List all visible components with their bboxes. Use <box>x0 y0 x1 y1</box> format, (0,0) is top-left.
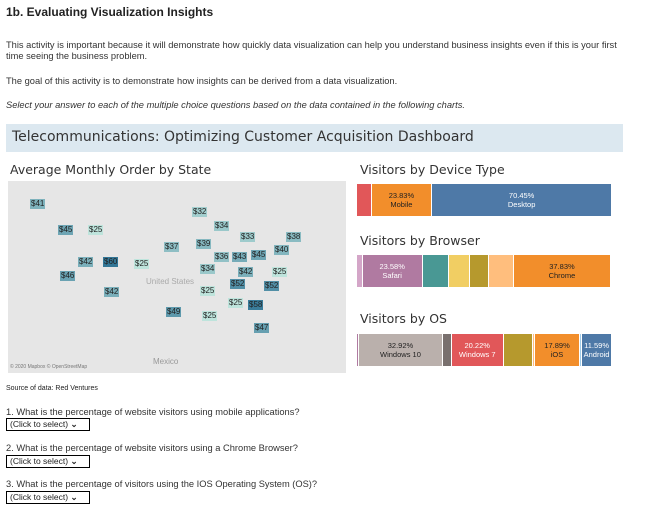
segment-name: Windows 7 <box>458 350 496 359</box>
state-value-label[interactable]: $42 <box>104 287 120 297</box>
browser-title: Visitors by Browser <box>360 233 480 248</box>
state-value-label[interactable]: $49 <box>166 307 182 317</box>
state-value-label[interactable]: $47 <box>254 323 270 333</box>
segment-value: 32.92% <box>387 341 414 350</box>
bar-segment[interactable] <box>503 334 534 366</box>
bar-segment[interactable] <box>357 184 372 216</box>
segment-name: Android <box>583 350 610 359</box>
bar-segment[interactable] <box>470 255 489 287</box>
chevron-down-icon: ⌄ <box>70 456 78 466</box>
state-value-label[interactable]: $39 <box>196 239 212 249</box>
question-1: 1. What is the percentage of website vis… <box>6 407 300 417</box>
state-value-label[interactable]: $37 <box>164 242 180 252</box>
state-value-label[interactable]: $25 <box>272 267 288 277</box>
map-attribution: © 2020 Mapbox © OpenStreetMap <box>10 364 88 370</box>
question-3: 3. What is the percentage of visitors us… <box>6 479 318 489</box>
select-value: (Click to select) <box>10 456 69 466</box>
bar-segment[interactable] <box>449 255 471 287</box>
device-title: Visitors by Device Type <box>360 162 505 177</box>
bar-segment[interactable]: 20.22% Windows 7 <box>451 334 504 366</box>
state-value-label[interactable]: $41 <box>30 199 46 209</box>
os-title: Visitors by OS <box>360 311 447 326</box>
bar-segment[interactable] <box>533 334 535 366</box>
os-bar: 32.92% Windows 10 20.22% Windows 7 17.89% iOS… <box>357 334 612 366</box>
state-value-label[interactable]: $25 <box>88 225 104 235</box>
state-value-label[interactable]: $25 <box>134 259 150 269</box>
state-value-label[interactable]: $46 <box>60 271 76 281</box>
segment-value: 17.89% <box>544 341 570 350</box>
state-value-label[interactable]: $25 <box>228 298 244 308</box>
segment-value: 11.59% <box>584 341 609 350</box>
intro-paragraph-2: The goal of this activity is to demonstr… <box>6 76 398 86</box>
intro-paragraph-3: Select your answer to each of the multip… <box>6 100 465 110</box>
chevron-down-icon: ⌄ <box>70 419 78 429</box>
state-value-label[interactable]: $33 <box>240 232 256 242</box>
segment-value: 23.58% <box>379 262 405 271</box>
bar-segment[interactable] <box>357 334 359 366</box>
browser-bar: 23.58% Safari 37.83% Chrome <box>357 255 612 287</box>
segment-value: 20.22% <box>464 341 490 350</box>
bar-segment[interactable]: 70.45% Desktop <box>432 184 612 216</box>
segment-name: Windows 10 <box>380 350 421 359</box>
segment-name: Desktop <box>507 200 536 209</box>
source-note: Source of data: Red Ventures <box>6 385 98 392</box>
neighbor-label: Mexico <box>153 357 179 366</box>
state-value-label[interactable]: $36 <box>214 252 230 262</box>
intro-paragraph-1: This activity is important because it wi… <box>6 40 617 61</box>
bar-segment[interactable]: 17.89% iOS <box>534 334 581 366</box>
state-value-label[interactable]: $25 <box>202 311 218 321</box>
dashboard-title: Telecommunications: Optimizing Customer … <box>12 129 474 145</box>
segment-value: 70.45% <box>508 191 535 200</box>
segment-name: iOS <box>550 350 564 359</box>
state-value-label[interactable]: $58 <box>248 300 264 310</box>
segment-name: Chrome <box>548 271 576 280</box>
bar-segment[interactable] <box>488 255 515 287</box>
state-value-label[interactable]: $52 <box>230 279 246 289</box>
answer-select-2[interactable]: (Click to select) ⌄ <box>6 455 90 468</box>
device-bar: 23.83% Mobile 70.45% Desktop <box>357 184 612 216</box>
state-value-label[interactable]: $42 <box>78 257 94 267</box>
answer-select-1[interactable]: (Click to select) ⌄ <box>6 418 90 431</box>
bar-segment[interactable]: 23.83% Mobile <box>371 184 433 216</box>
state-value-label[interactable]: $34 <box>200 264 216 274</box>
bar-segment[interactable]: 37.83% Chrome <box>514 255 611 287</box>
segment-name: Mobile <box>390 200 413 209</box>
segment-value: 37.83% <box>549 262 575 271</box>
question-2: 2. What is the percentage of website vis… <box>6 443 298 453</box>
state-value-label[interactable]: $45 <box>58 225 74 235</box>
state-value-label[interactable]: $43 <box>232 252 248 262</box>
segment-value: 23.83% <box>388 191 415 200</box>
state-value-label[interactable]: $38 <box>286 232 302 242</box>
chevron-down-icon: ⌄ <box>70 492 78 502</box>
bar-segment[interactable] <box>580 334 583 366</box>
country-label: United States <box>146 277 195 286</box>
state-map[interactable]: United States Mexico © 2020 Mapbox © Ope… <box>8 181 346 373</box>
map-title: Average Monthly Order by State <box>10 162 212 177</box>
state-value-label[interactable]: $34 <box>214 221 230 231</box>
page-title: 1b. Evaluating Visualization Insights <box>6 5 214 19</box>
state-value-label[interactable]: $60 <box>103 257 119 267</box>
answer-select-3[interactable]: (Click to select) ⌄ <box>6 491 90 504</box>
state-value-label[interactable]: $40 <box>274 245 290 255</box>
state-value-label[interactable]: $25 <box>200 286 216 296</box>
dashboard-banner: Telecommunications: Optimizing Customer … <box>6 124 623 152</box>
bar-segment[interactable] <box>357 255 363 287</box>
bar-segment[interactable] <box>610 255 612 287</box>
segment-name: Safari <box>382 271 402 280</box>
select-value: (Click to select) <box>10 419 69 429</box>
bar-segment[interactable]: 11.59% Android <box>582 334 612 366</box>
state-value-label[interactable]: $42 <box>238 267 254 277</box>
bar-segment[interactable] <box>443 334 452 366</box>
state-value-label[interactable]: $32 <box>192 207 208 217</box>
bar-segment[interactable]: 23.58% Safari <box>362 255 423 287</box>
select-value: (Click to select) <box>10 492 69 502</box>
bar-segment[interactable]: 32.92% Windows 10 <box>358 334 444 366</box>
bar-segment[interactable] <box>422 255 450 287</box>
state-value-label[interactable]: $52 <box>264 281 280 291</box>
state-value-label[interactable]: $45 <box>251 250 267 260</box>
